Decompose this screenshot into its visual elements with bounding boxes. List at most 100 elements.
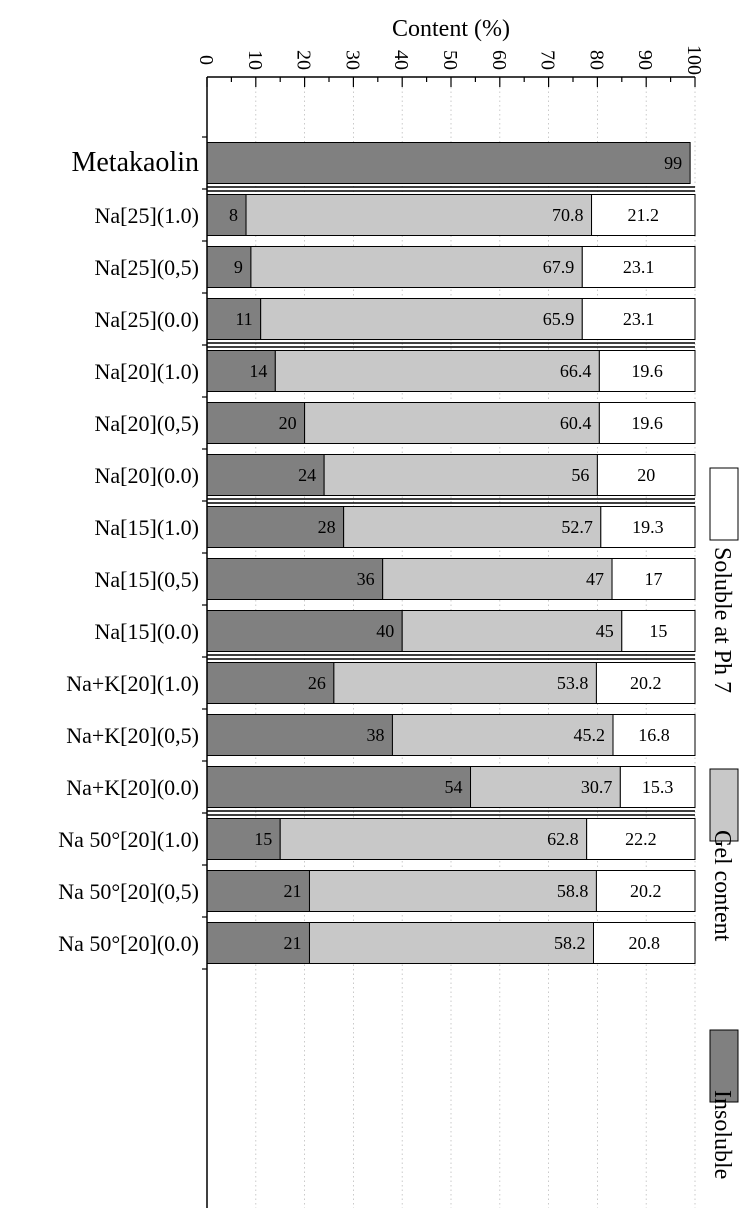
x-tick-label-10: 10 — [244, 50, 266, 70]
bar-soluble-at-ph-7-2 — [581, 246, 696, 288]
value-label-gel-content-3: 65.9 — [543, 309, 575, 329]
x-tick-label-100: 100 — [683, 45, 705, 75]
value-label-insoluble-7: 28 — [318, 517, 336, 537]
bar-insoluble-0 — [206, 142, 691, 184]
bar-gel-content-15 — [308, 922, 594, 964]
x-axis-label: Content (%) — [392, 16, 510, 42]
bar-gel-content-13 — [279, 818, 588, 860]
category-label-3: Na[25](0.0) — [95, 307, 199, 332]
bar-soluble-at-ph-7-9 — [621, 610, 696, 652]
bar-gel-content-14 — [308, 870, 597, 912]
bar-gel-content-1 — [245, 194, 593, 236]
value-label-soluble-at-ph-7-10: 20.2 — [630, 673, 662, 693]
value-label-soluble-at-ph-7-8: 17 — [645, 569, 663, 589]
value-label-gel-content-15: 58.2 — [554, 933, 586, 953]
value-label-insoluble-1: 8 — [229, 205, 238, 225]
bar-gel-content-7 — [343, 506, 602, 548]
value-label-insoluble-11: 38 — [366, 725, 384, 745]
value-label-gel-content-5: 60.4 — [560, 413, 592, 433]
value-label-gel-content-7: 52.7 — [561, 517, 593, 537]
bar-insoluble-1 — [206, 194, 247, 236]
value-label-insoluble-14: 21 — [283, 881, 301, 901]
bar-insoluble-13 — [206, 818, 281, 860]
legend-label-insoluble: Insoluble — [709, 1090, 735, 1179]
value-label-gel-content-13: 62.8 — [547, 829, 579, 849]
category-labels: Metakaolin Na[25](1.0) Na[25](0,5) Na[25](0… — [58, 147, 199, 956]
value-label-gel-content-1: 70.8 — [552, 205, 584, 225]
value-label-gel-content-4: 66.4 — [560, 361, 592, 381]
bar-insoluble-9 — [206, 610, 403, 652]
legend-label-soluble-at-ph-7: Soluble at Ph 7 — [709, 547, 735, 693]
x-tick-label-80: 80 — [585, 50, 607, 70]
value-label-insoluble-5: 20 — [279, 413, 297, 433]
value-label-insoluble-15: 21 — [283, 933, 301, 953]
bar-insoluble-14 — [206, 870, 310, 912]
value-label-gel-content-14: 58.8 — [557, 881, 589, 901]
category-label-8: Na[15](0,5) — [95, 567, 199, 592]
value-label-soluble-at-ph-7-5: 19.6 — [631, 413, 663, 433]
bar-insoluble-10 — [206, 662, 335, 704]
bar-soluble-at-ph-7-1 — [591, 194, 696, 236]
bar-soluble-at-ph-7-3 — [581, 298, 696, 340]
value-label-insoluble-12: 54 — [445, 777, 463, 797]
bar-insoluble-11 — [206, 714, 393, 756]
bar-gel-content-5 — [304, 402, 600, 444]
bar-soluble-at-ph-7-15 — [592, 922, 696, 964]
category-label-10: Na+K[20](1.0) — [66, 671, 199, 696]
value-label-insoluble-6: 24 — [298, 465, 316, 485]
value-label-insoluble-3: 11 — [235, 309, 252, 329]
bar-gel-content-9 — [401, 610, 623, 652]
value-label-soluble-at-ph-7-11: 16.8 — [638, 725, 670, 745]
value-label-gel-content-12: 30.7 — [581, 777, 613, 797]
value-label-insoluble-8: 36 — [357, 569, 375, 589]
value-label-gel-content-2: 67.9 — [543, 257, 575, 277]
value-label-gel-content-10: 53.8 — [557, 673, 589, 693]
axes: 0 10 20 30 40 50 60 70 80 90 100 — [195, 45, 705, 1208]
category-label-1: Na[25](1.0) — [95, 203, 199, 228]
bar-gel-content-6 — [323, 454, 598, 496]
bar-insoluble-7 — [206, 506, 345, 548]
bar-soluble-at-ph-7-4 — [598, 350, 696, 392]
category-label-11: Na+K[20](0,5) — [66, 723, 199, 748]
category-label-9: Na[15](0.0) — [95, 619, 199, 644]
category-label-2: Na[25](0,5) — [95, 255, 199, 280]
value-label-insoluble-13: 15 — [254, 829, 272, 849]
value-label-insoluble-2: 9 — [234, 257, 243, 277]
category-label-0: Metakaolin — [71, 147, 199, 178]
legend-label-gel-content: Gel content — [709, 830, 735, 942]
x-tick-label-50: 50 — [439, 50, 461, 70]
value-label-insoluble-0: 99 — [664, 153, 682, 173]
legend-swatch-soluble-at-ph-7 — [709, 467, 739, 541]
value-label-soluble-at-ph-7-3: 23.1 — [623, 309, 655, 329]
bar-insoluble-3 — [206, 298, 262, 340]
category-label-15: Na 50°[20](0.0) — [58, 931, 199, 956]
bar-soluble-at-ph-7-12 — [619, 766, 696, 808]
category-label-6: Na[20](0.0) — [95, 463, 199, 488]
bar-insoluble-4 — [206, 350, 276, 392]
value-label-insoluble-4: 14 — [249, 361, 267, 381]
value-label-soluble-at-ph-7-12: 15.3 — [642, 777, 674, 797]
value-label-soluble-at-ph-7-2: 23.1 — [623, 257, 655, 277]
value-label-soluble-at-ph-7-14: 20.2 — [630, 881, 662, 901]
bar-soluble-at-ph-7-13 — [586, 818, 696, 860]
bar-insoluble-12 — [206, 766, 472, 808]
category-label-5: Na[20](0,5) — [95, 411, 199, 436]
bar-soluble-at-ph-7-5 — [598, 402, 696, 444]
x-tick-label-90: 90 — [634, 50, 656, 70]
bar-insoluble-6 — [206, 454, 325, 496]
legend-swatch-gel-content — [709, 768, 739, 842]
value-label-gel-content-8: 47 — [586, 569, 604, 589]
bar-gel-content-10 — [333, 662, 597, 704]
category-label-7: Na[15](1.0) — [95, 515, 199, 540]
value-label-gel-content-6: 56 — [571, 465, 589, 485]
category-label-12: Na+K[20](0.0) — [66, 775, 199, 800]
bar-gel-content-2 — [250, 246, 583, 288]
bar-soluble-at-ph-7-10 — [595, 662, 696, 704]
bar-soluble-at-ph-7-8 — [611, 558, 696, 600]
x-tick-label-0: 0 — [195, 55, 217, 65]
value-label-insoluble-9: 40 — [376, 621, 394, 641]
x-tick-label-30: 30 — [341, 50, 363, 70]
value-label-soluble-at-ph-7-9: 15 — [649, 621, 667, 641]
value-label-soluble-at-ph-7-13: 22.2 — [625, 829, 657, 849]
value-label-gel-content-9: 45 — [596, 621, 614, 641]
